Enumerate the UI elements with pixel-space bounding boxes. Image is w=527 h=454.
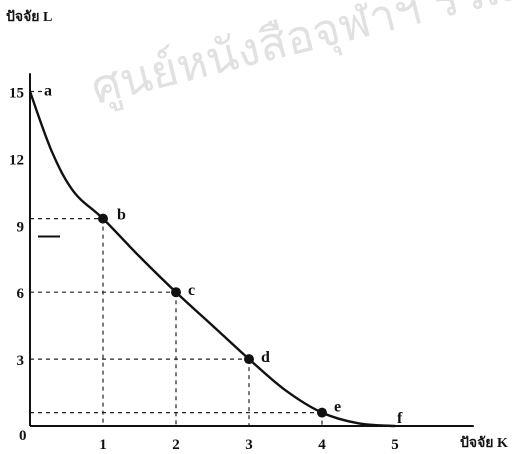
point-label-f: f	[397, 410, 403, 427]
y-axis-label: ปัจจัย L	[6, 9, 52, 25]
x-tick-label-1: 1	[99, 437, 107, 453]
point-c	[171, 287, 181, 298]
origin-label: 0	[19, 428, 27, 444]
watermark-text: ศูนย์หนังสือจุฬาฯ รวมเกล้าเจ้าคุณ	[86, 0, 527, 117]
x-tick-label-5: 5	[391, 437, 399, 453]
point-b	[98, 213, 108, 224]
watermark: ศูนย์หนังสือจุฬาฯ รวมเกล้าเจ้าคุณ	[86, 0, 527, 117]
guide-lines	[30, 90, 323, 426]
point-label-b: b	[117, 207, 126, 224]
x-tick-label-4: 4	[318, 437, 326, 453]
point-e	[317, 407, 327, 418]
isoquant-curve	[28, 91, 396, 428]
y-tick-label-15: 15	[9, 86, 24, 102]
axes	[29, 73, 474, 427]
point-label-a: a	[44, 83, 52, 100]
y-tick-label-9: 9	[17, 219, 25, 235]
y-tick-label-12: 12	[9, 152, 24, 168]
y-tick-label-3: 3	[17, 353, 25, 369]
y-tick-label-6: 6	[17, 286, 25, 302]
point-label-c: c	[188, 282, 195, 299]
point-label-e: e	[334, 399, 341, 416]
x-tick-label-2: 2	[172, 437, 180, 453]
x-tick-label-3: 3	[245, 437, 253, 453]
point-d	[244, 354, 254, 365]
point-label-d: d	[261, 349, 270, 366]
data-points: a b c d e f	[44, 83, 403, 428]
x-axis-label: ปัจจัย K	[460, 435, 508, 451]
